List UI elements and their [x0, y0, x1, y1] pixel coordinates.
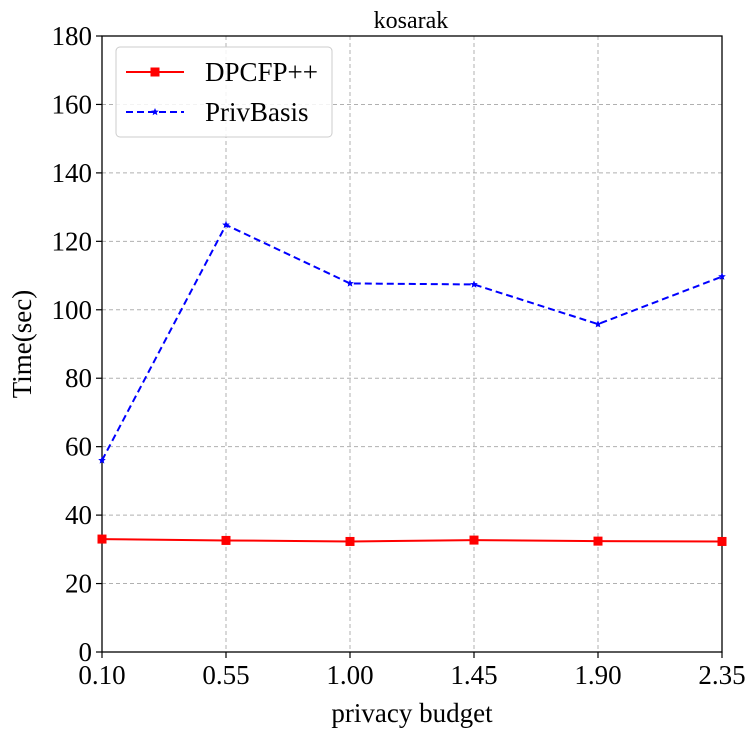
data-point: [222, 220, 230, 229]
x-tick-label: 1.90: [574, 660, 621, 690]
y-tick-label: 100: [52, 295, 93, 325]
data-point: [221, 535, 231, 545]
data-point: [346, 279, 354, 287]
series-dpcfp-: [97, 534, 727, 546]
legend-label: PrivBasis: [205, 97, 309, 127]
y-tick-label: 160: [52, 89, 93, 119]
y-tick-label: 40: [65, 500, 92, 530]
data-point: [594, 320, 602, 328]
data-point: [469, 535, 479, 545]
legend-entry[interactable]: PrivBasis: [126, 97, 309, 127]
grid: [102, 36, 722, 652]
legend-marker: [150, 67, 160, 77]
series-line: [101, 223, 723, 461]
data-point: [717, 536, 727, 546]
series-line: [101, 538, 723, 543]
data-point: [97, 534, 107, 544]
legend-label: DPCFP++: [205, 57, 318, 87]
y-tick-label: 180: [52, 21, 93, 51]
legend-entry[interactable]: DPCFP++: [126, 57, 318, 87]
data-point: [345, 536, 355, 546]
legend[interactable]: DPCFP++ PrivBasis: [115, 46, 333, 138]
legend-box: [115, 46, 333, 138]
data-point: [593, 536, 603, 546]
y-tick-label: 80: [65, 363, 92, 393]
y-tick-label: 0: [79, 637, 93, 667]
plot-frame: [101, 35, 723, 653]
x-tick-label: 2.35: [698, 660, 745, 690]
y-tick-label: 60: [65, 432, 92, 462]
x-axis: 0.10 0.55 1.00 1.45 1.90 2.35: [78, 652, 746, 690]
x-tick-label: 0.10: [78, 660, 125, 690]
x-tick-label: 0.55: [202, 660, 249, 690]
y-tick-label: 120: [52, 226, 93, 256]
x-axis-label: privacy budget: [331, 698, 493, 728]
data-point: [470, 280, 478, 288]
chart-title: kosarak: [374, 8, 449, 34]
y-axis: 0 20 40 60 80 100 120 140 160 180: [52, 21, 102, 667]
data-point: [718, 272, 726, 280]
data-point: [98, 456, 106, 464]
series-privbasis: [98, 220, 726, 464]
x-tick-label: 1.45: [450, 660, 497, 690]
y-tick-label: 140: [52, 158, 93, 188]
legend-marker: [151, 108, 159, 116]
y-tick-label: 20: [65, 569, 92, 599]
y-axis-label: Time(sec): [7, 290, 37, 399]
x-tick-label: 1.00: [326, 660, 373, 690]
series-layer: [97, 220, 727, 546]
